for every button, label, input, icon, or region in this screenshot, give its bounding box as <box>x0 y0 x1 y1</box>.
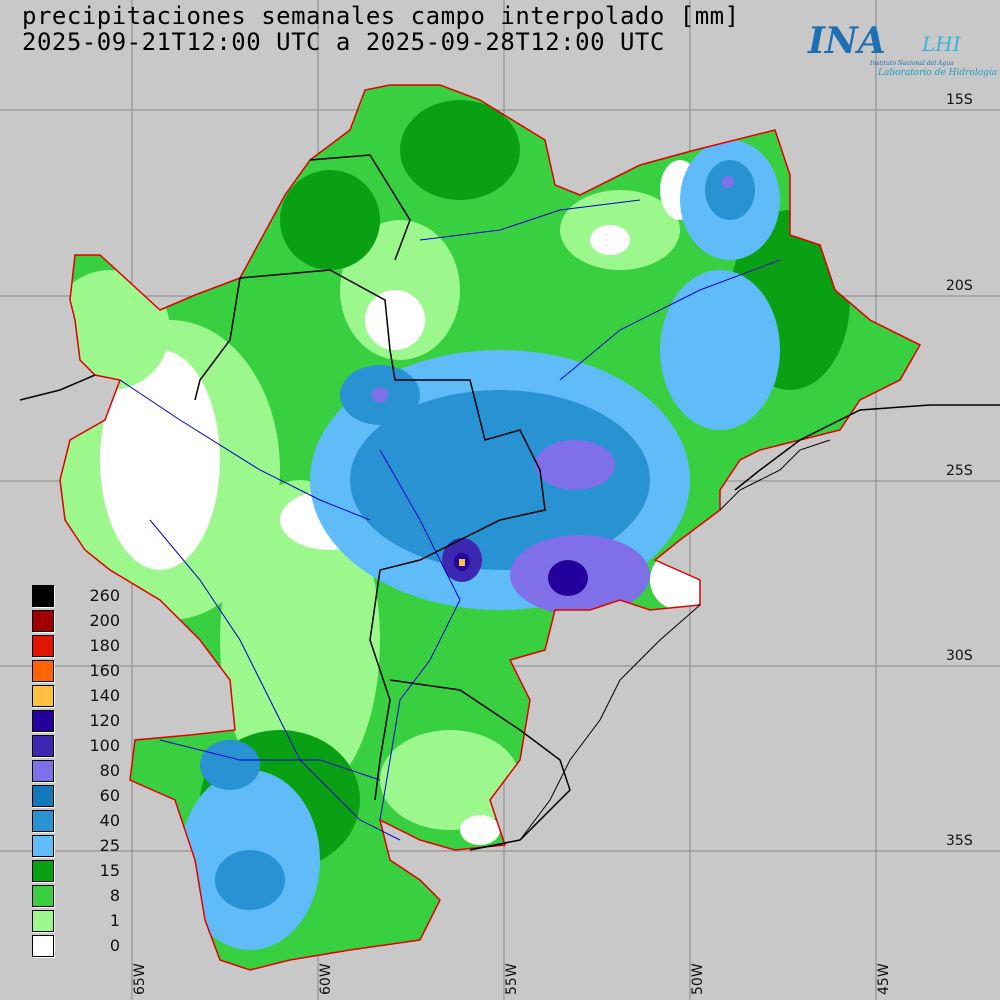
logo-institute: Instituto Nacional del Agua <box>870 60 954 67</box>
rivers <box>119 199 781 841</box>
lon-label-60w: 60W <box>318 963 334 995</box>
legend-value: 80 <box>99 761 120 780</box>
legend-swatch <box>32 610 54 632</box>
legend-swatch <box>32 785 54 807</box>
legend-value: 15 <box>99 861 120 880</box>
legend-swatch <box>32 835 54 857</box>
logo-lhi-text: LHI <box>922 32 961 56</box>
legend-swatch <box>32 660 54 682</box>
lat-label-35s: 35S <box>946 833 973 849</box>
legend-swatch <box>32 935 54 957</box>
lat-label-20s: 20S <box>946 278 973 294</box>
lon-label-55w: 55W <box>504 963 520 995</box>
legend-swatch <box>32 810 54 832</box>
legend-value: 200 <box>89 611 120 630</box>
legend-swatch <box>32 735 54 757</box>
legend-value: 140 <box>89 686 120 705</box>
legend-value: 60 <box>99 786 120 805</box>
lat-label-25s: 25S <box>946 463 973 479</box>
legend-value: 25 <box>99 836 120 855</box>
lat-label-30s: 30S <box>946 648 973 664</box>
legend-swatch <box>32 885 54 907</box>
legend-value: 120 <box>89 711 120 730</box>
legend-swatch <box>32 760 54 782</box>
legend-swatch <box>32 910 54 932</box>
borders <box>19 154 1000 851</box>
legend-swatch <box>32 635 54 657</box>
coastline <box>519 439 831 841</box>
legend-swatch <box>32 585 54 607</box>
legend-value: 180 <box>89 636 120 655</box>
lon-label-50w: 50W <box>690 963 706 995</box>
map-period: 2025-09-21T12:00 UTC a 2025-09-28T12:00 … <box>22 28 665 56</box>
legend-swatch <box>32 685 54 707</box>
ina-lhi-logo: INA LHI Instituto Nacional del Agua Labo… <box>800 14 997 84</box>
lon-label-45w: 45W <box>876 963 892 995</box>
logo-ina-text: INA <box>808 20 886 62</box>
legend-value: 40 <box>99 811 120 830</box>
logo-laboratory: Laboratorio de Hidrología <box>878 68 998 78</box>
legend-value: 1 <box>109 911 120 930</box>
lat-label-15s: 15S <box>946 92 973 108</box>
legend-swatch <box>32 710 54 732</box>
legend-value: 260 <box>89 586 120 605</box>
legend-value: 8 <box>109 886 120 905</box>
legend-swatch <box>32 860 54 882</box>
legend-value: 0 <box>109 936 120 955</box>
map-title: precipitaciones semanales campo interpol… <box>22 2 740 30</box>
lon-label-65w: 65W <box>132 963 148 995</box>
legend-value: 160 <box>89 661 120 680</box>
legend-value: 100 <box>89 736 120 755</box>
